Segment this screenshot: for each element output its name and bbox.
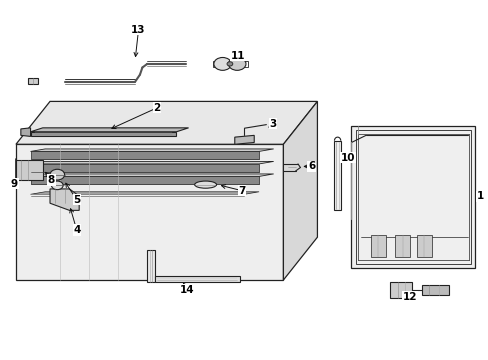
Polygon shape <box>30 132 176 136</box>
Polygon shape <box>28 78 38 84</box>
Polygon shape <box>416 235 431 257</box>
Text: 10: 10 <box>340 153 355 163</box>
Polygon shape <box>154 276 239 282</box>
Text: 2: 2 <box>153 103 160 113</box>
Circle shape <box>213 58 231 70</box>
Text: 9: 9 <box>11 179 18 189</box>
Circle shape <box>228 58 245 70</box>
Text: 11: 11 <box>230 51 245 61</box>
Text: 3: 3 <box>268 118 276 129</box>
Bar <box>356 130 469 264</box>
Text: 4: 4 <box>73 225 81 235</box>
Polygon shape <box>30 161 273 164</box>
Polygon shape <box>30 176 259 184</box>
Circle shape <box>50 169 64 180</box>
Text: 14: 14 <box>180 285 195 295</box>
Circle shape <box>226 62 232 66</box>
Polygon shape <box>16 144 283 280</box>
Polygon shape <box>30 149 273 152</box>
Circle shape <box>51 181 63 190</box>
Polygon shape <box>394 235 409 257</box>
Polygon shape <box>421 285 448 295</box>
Text: 7: 7 <box>238 186 245 196</box>
Text: 5: 5 <box>73 195 80 204</box>
Text: 8: 8 <box>48 175 55 185</box>
Polygon shape <box>389 282 411 298</box>
Polygon shape <box>30 164 259 172</box>
Polygon shape <box>50 189 79 210</box>
Polygon shape <box>30 192 259 194</box>
Polygon shape <box>21 128 30 136</box>
Polygon shape <box>16 102 317 144</box>
Text: 13: 13 <box>131 25 145 35</box>
Polygon shape <box>30 152 259 159</box>
Polygon shape <box>30 174 273 176</box>
Polygon shape <box>147 249 154 282</box>
Text: 1: 1 <box>476 191 483 201</box>
Polygon shape <box>351 126 474 267</box>
Polygon shape <box>234 135 254 144</box>
Polygon shape <box>30 128 188 132</box>
Polygon shape <box>334 141 340 210</box>
Polygon shape <box>283 102 317 280</box>
Text: 12: 12 <box>402 292 416 302</box>
Polygon shape <box>370 235 385 257</box>
Polygon shape <box>16 160 42 180</box>
Text: 6: 6 <box>307 161 315 171</box>
Ellipse shape <box>194 181 216 188</box>
